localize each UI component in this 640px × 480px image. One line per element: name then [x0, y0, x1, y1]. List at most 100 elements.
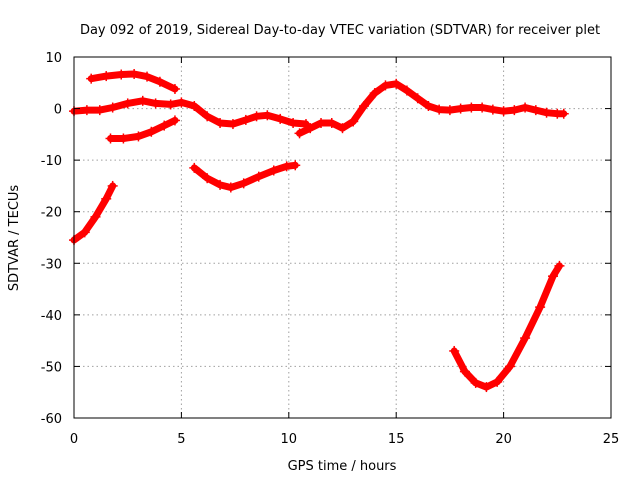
data-point: [215, 179, 226, 190]
data-point: [380, 80, 391, 91]
data-point: [275, 113, 286, 124]
data-point: [391, 78, 402, 89]
data-point: [423, 100, 434, 111]
data-point: [487, 104, 498, 115]
data-point: [281, 161, 292, 172]
data-point: [290, 160, 301, 171]
data-point: [107, 180, 118, 191]
y-tick-label: -30: [41, 257, 62, 272]
data-point: [240, 114, 251, 125]
x-tick-label: 10: [281, 432, 298, 447]
data-point: [305, 123, 316, 134]
data-point: [498, 106, 509, 117]
data-point: [142, 71, 153, 82]
data-point: [509, 105, 520, 116]
data-point: [358, 100, 369, 111]
data-point: [348, 116, 359, 127]
data-point: [316, 118, 327, 129]
data-point: [154, 76, 165, 87]
data-point: [548, 271, 559, 282]
data-point: [238, 178, 249, 189]
data-point: [520, 102, 531, 113]
data-point: [202, 111, 213, 122]
data-point: [146, 126, 157, 137]
data-points: [69, 69, 569, 393]
y-tick-label: -20: [41, 206, 62, 221]
data-point: [101, 193, 112, 204]
data-point: [90, 211, 101, 222]
data-point: [79, 227, 90, 238]
data-point: [169, 115, 180, 126]
x-tick-label: 25: [603, 432, 620, 447]
data-point: [481, 382, 492, 393]
y-tick-label: 0: [54, 103, 62, 118]
data-point: [326, 118, 337, 129]
data-point: [105, 133, 116, 144]
data-point: [434, 104, 445, 115]
data-point: [225, 182, 236, 193]
data-point: [412, 93, 423, 104]
x-tick-label: 0: [70, 432, 78, 447]
data-point: [554, 260, 565, 271]
series-arc-7: [449, 260, 565, 393]
data-point: [505, 361, 516, 372]
data-point: [165, 99, 176, 110]
data-point: [227, 119, 238, 130]
data-point: [401, 85, 412, 96]
series-arc-2: [69, 95, 311, 130]
data-point: [86, 73, 97, 84]
data-point: [176, 97, 187, 108]
data-point: [137, 95, 148, 106]
data-point: [215, 118, 226, 129]
series-arc-5: [189, 160, 301, 193]
data-point: [107, 102, 118, 113]
data-point: [116, 69, 127, 80]
data-point: [337, 123, 348, 134]
series-trace: [450, 262, 563, 391]
x-axis-label: GPS time / hours: [288, 459, 397, 474]
data-point: [129, 69, 140, 80]
data-point: [133, 131, 144, 142]
y-tick-label: -40: [41, 309, 62, 324]
y-axis-label: SDTVAR / TECUs: [7, 185, 22, 292]
y-tick-label: -10: [41, 154, 62, 169]
data-point: [262, 110, 273, 121]
data-point: [94, 105, 105, 116]
data-point: [202, 173, 213, 184]
data-point: [294, 128, 305, 139]
data-point: [251, 111, 262, 122]
data-point: [81, 105, 92, 116]
x-tick-label: 5: [177, 432, 185, 447]
data-point: [118, 133, 129, 144]
data-point: [150, 98, 161, 109]
x-tick-label: 20: [495, 432, 512, 447]
data-point: [253, 171, 264, 182]
data-point: [444, 105, 455, 116]
data-point: [530, 105, 541, 116]
axis-ticks: 0 5 10 15 20 25 -60 -50 -40 -30 -20 -10 0 10: [41, 51, 620, 447]
data-point: [369, 88, 380, 99]
plot-frame: [73, 56, 612, 419]
data-point: [535, 302, 546, 313]
data-point: [159, 120, 170, 131]
data-point: [169, 83, 180, 94]
grid-lines: [74, 57, 611, 418]
data-point: [122, 98, 133, 109]
data-point: [492, 376, 503, 387]
data-point: [466, 102, 477, 113]
data-point: [520, 333, 531, 344]
data-point: [189, 100, 200, 111]
data-point: [288, 118, 299, 129]
series-arc-6: [294, 78, 569, 139]
chart-title: Day 092 of 2019, Sidereal Day-to-day VTE…: [80, 23, 600, 38]
data-point: [189, 162, 200, 173]
x-tick-label: 15: [388, 432, 405, 447]
data-point: [449, 345, 460, 356]
data-point: [268, 165, 279, 176]
data-point: [101, 71, 112, 82]
data-point: [470, 377, 481, 388]
y-tick-label: -50: [41, 360, 62, 375]
data-point: [477, 102, 488, 113]
